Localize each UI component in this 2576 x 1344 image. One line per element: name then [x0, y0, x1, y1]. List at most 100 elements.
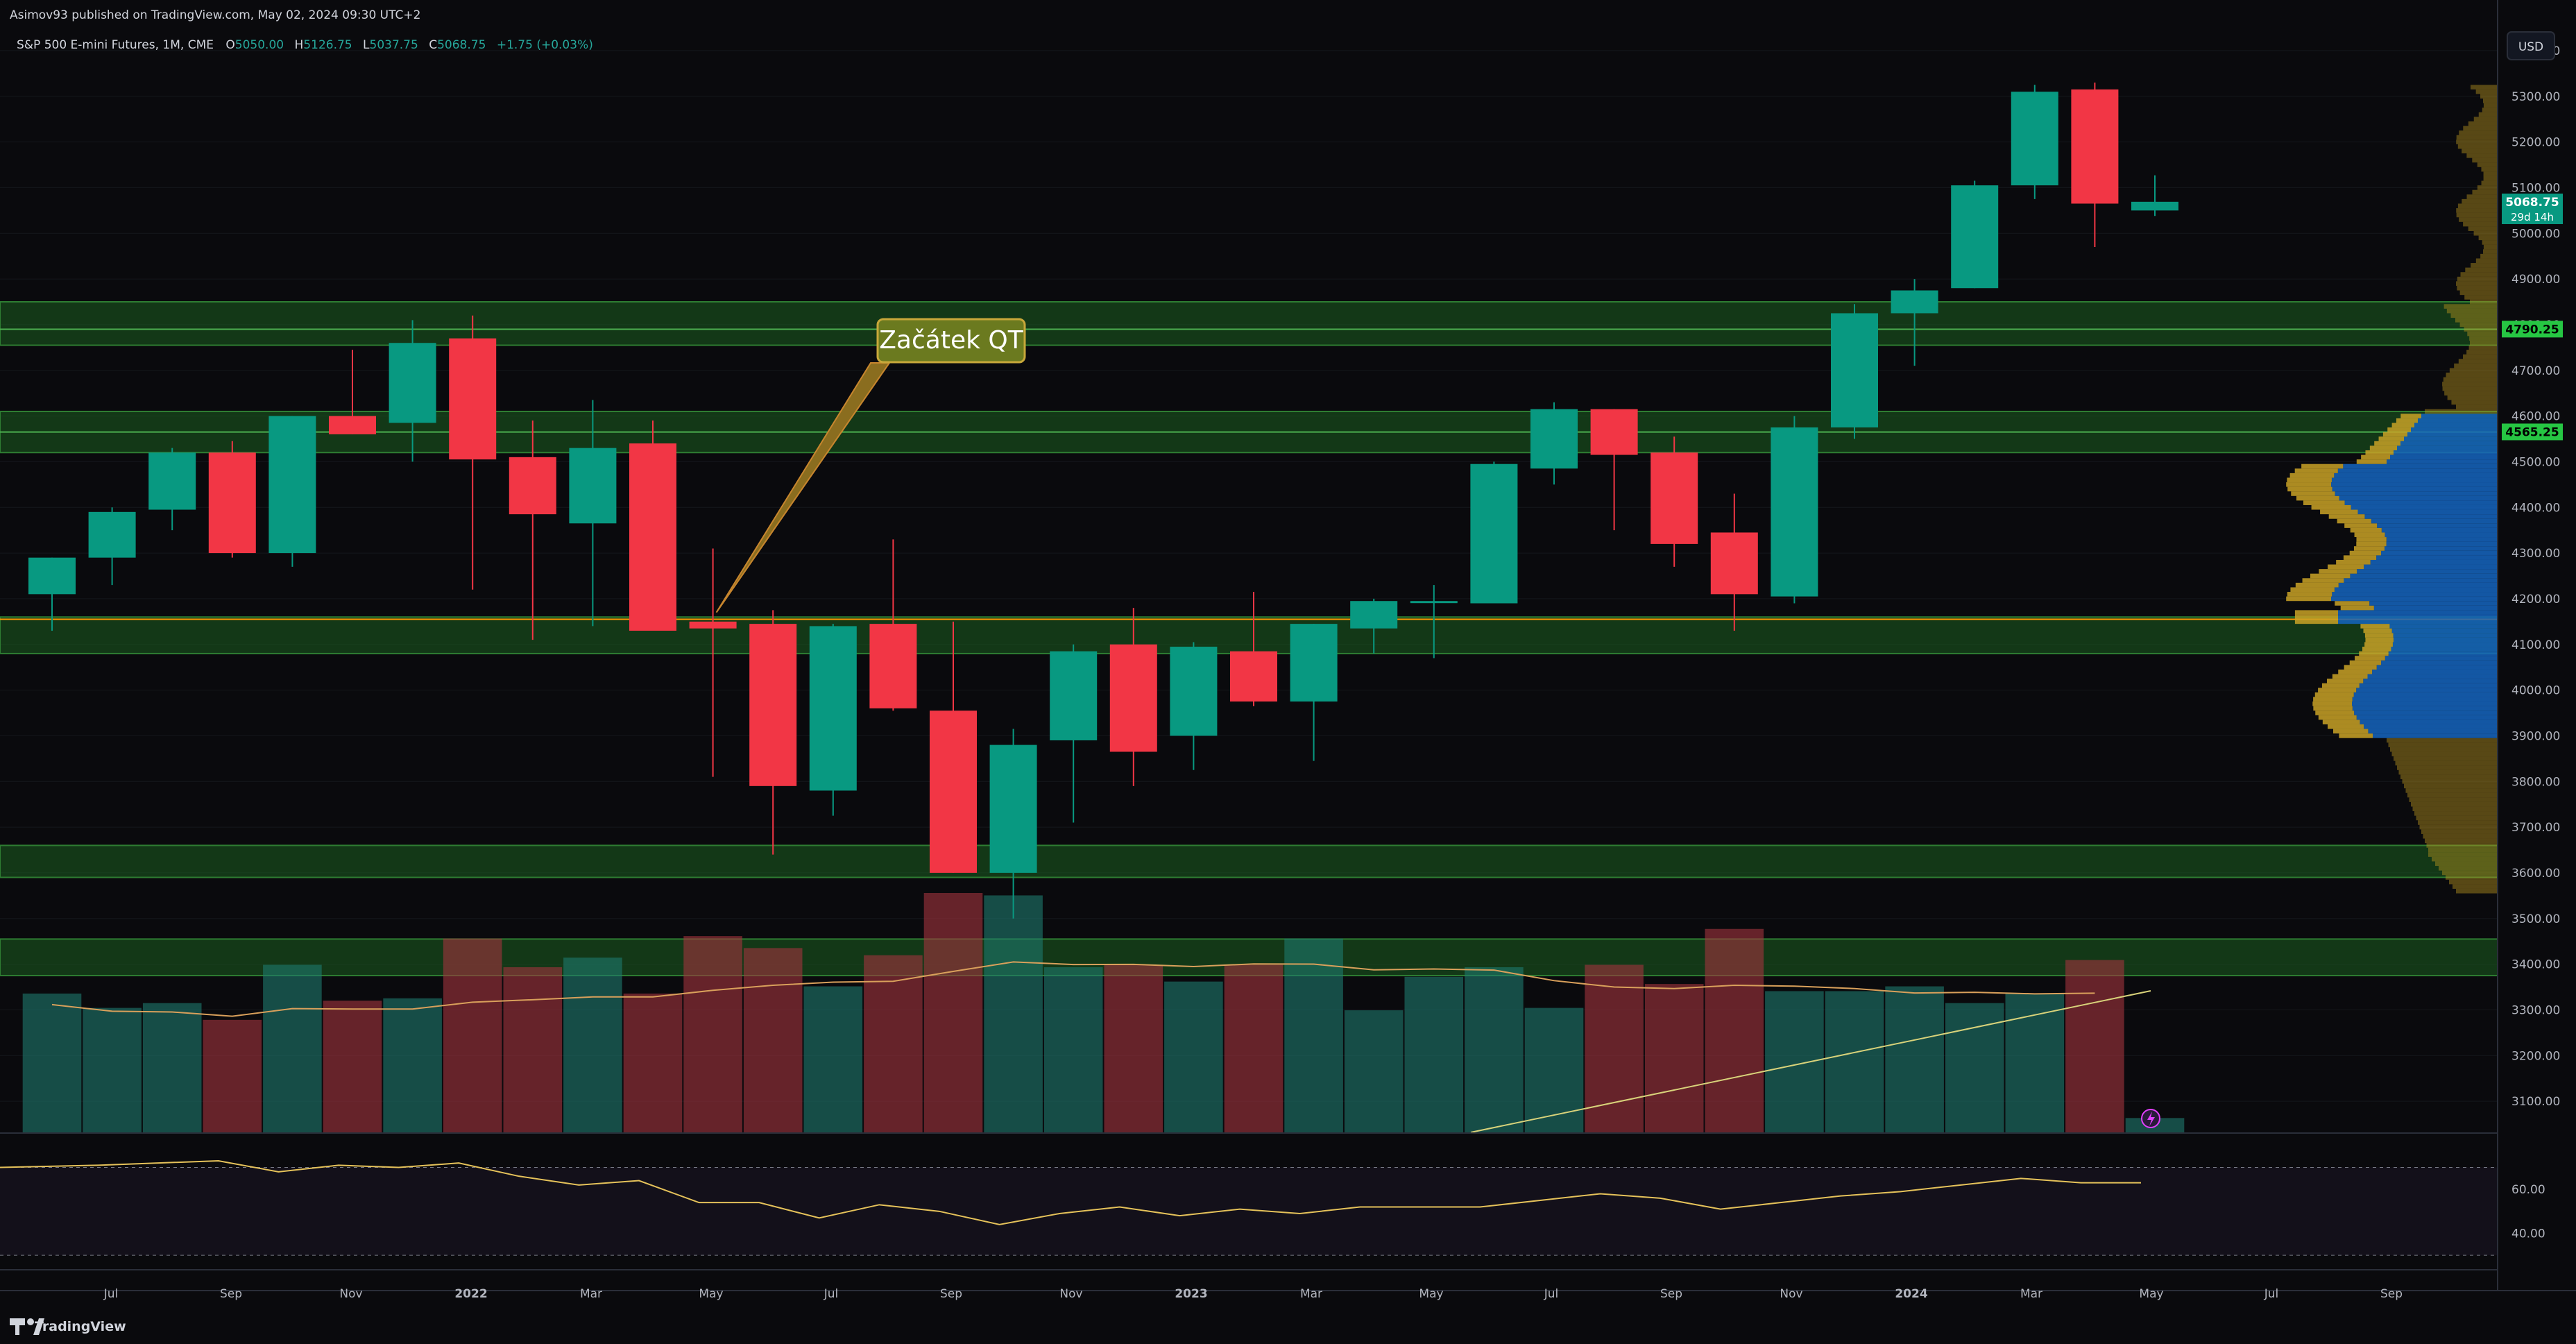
- volume-profile-row: [2371, 518, 2498, 524]
- time-tick-label: Mar: [580, 1287, 602, 1301]
- volume-profile-row: [2344, 500, 2498, 505]
- candle-body[interactable]: [449, 338, 497, 460]
- price-badge-label: 4565.25: [2505, 425, 2559, 439]
- volume-bar: [1224, 964, 1283, 1132]
- volume-profile-row: [2320, 509, 2358, 515]
- volume-profile-row: [2468, 121, 2498, 126]
- candle-body[interactable]: [208, 452, 256, 554]
- change-value: +1.75 (+0.03%): [497, 38, 593, 52]
- volume-profile-row: [2475, 89, 2498, 94]
- volume-profile-row: [2378, 436, 2404, 441]
- candle-body[interactable]: [749, 624, 797, 786]
- candle-body[interactable]: [930, 711, 977, 873]
- candle-body[interactable]: [509, 457, 556, 515]
- volume-profile-row: [2477, 162, 2498, 167]
- volume-profile-row: [2362, 647, 2391, 652]
- volume-bar: [1524, 1007, 1584, 1132]
- volume-profile-row: [2301, 463, 2344, 469]
- volume-bar: [864, 955, 923, 1132]
- candle-body[interactable]: [1109, 644, 1157, 752]
- candle-body[interactable]: [2071, 89, 2119, 204]
- annotation-label: Začátek QT: [879, 326, 1023, 355]
- candle-body[interactable]: [1710, 532, 1758, 595]
- volume-profile-row: [2456, 212, 2498, 218]
- volume-profile-row: [2456, 139, 2498, 144]
- volume-profile-row: [2457, 203, 2498, 209]
- price-tick-label: 4900.00: [2511, 273, 2560, 287]
- volume-profile-row: [2459, 290, 2498, 296]
- candle-body[interactable]: [1410, 601, 1458, 604]
- annotation-box[interactable]: [876, 318, 1026, 364]
- symbol-title: S&P 500 E-mini Futures, 1M, CME: [17, 38, 214, 52]
- candle-body[interactable]: [869, 624, 917, 708]
- lightning-icon[interactable]: [2141, 1109, 2160, 1128]
- price-tick-label: 3600.00: [2511, 867, 2560, 881]
- candle-body[interactable]: [989, 745, 1037, 873]
- candle-body[interactable]: [1891, 290, 1938, 314]
- volume-profile-row: [2295, 582, 2339, 588]
- price-tick-label: 4000.00: [2511, 684, 2560, 698]
- candle-body[interactable]: [1470, 463, 1518, 604]
- volume-bar: [563, 958, 622, 1132]
- candle-body[interactable]: [1951, 185, 1999, 289]
- volume-profile-row: [2392, 642, 2498, 647]
- volume-profile-row: [2405, 788, 2498, 793]
- volume-profile-row: [2397, 765, 2498, 770]
- volume-profile-row: [2428, 847, 2498, 853]
- candle-body[interactable]: [629, 443, 676, 631]
- candle-body[interactable]: [1831, 313, 1878, 428]
- candle-body[interactable]: [268, 416, 316, 554]
- volume-profile-row: [2463, 126, 2498, 131]
- price-tick-label: 4100.00: [2511, 638, 2560, 652]
- volume-layer: [22, 893, 2185, 1133]
- volume-profile-row: [2464, 295, 2498, 300]
- candle-body[interactable]: [1771, 427, 1818, 597]
- candle-body[interactable]: [1590, 409, 1638, 455]
- candle-body[interactable]: [28, 557, 76, 595]
- footer-brand[interactable]: TradingView: [10, 1318, 126, 1335]
- candle-body[interactable]: [2011, 92, 2058, 186]
- volume-profile-row: [2446, 875, 2498, 880]
- candle-body[interactable]: [1170, 647, 1218, 736]
- volume-profile-row: [2463, 354, 2498, 359]
- volume-profile-row: [2439, 866, 2498, 871]
- volume-profile-row: [2381, 660, 2498, 665]
- time-axis: Jul Sep Nov 2022 Mar May Jul Sep Nov 2023 Mar May Ju…: [0, 1287, 2576, 1301]
- volume-profile-row: [2287, 477, 2332, 483]
- candle-body[interactable]: [809, 626, 857, 791]
- candle-body[interactable]: [329, 416, 376, 434]
- volume-profile-row: [2390, 747, 2498, 752]
- candle-body[interactable]: [88, 511, 136, 558]
- volume-profile-row: [2359, 651, 2389, 656]
- candle-body[interactable]: [1530, 409, 1578, 469]
- volume-profile-row: [2370, 559, 2498, 565]
- candle-body[interactable]: [569, 448, 617, 524]
- volume-ma-line: [51, 961, 2095, 1017]
- candle-body[interactable]: [2131, 201, 2178, 211]
- volume-profile-row: [2336, 559, 2371, 565]
- rsi-band: [0, 1167, 2498, 1256]
- candle-body[interactable]: [1290, 624, 1338, 702]
- volume-profile-row: [2357, 509, 2498, 515]
- candle-body[interactable]: [1230, 651, 1277, 702]
- candle-body[interactable]: [1350, 601, 1398, 629]
- volume-profile-row: [2469, 340, 2498, 346]
- volume-profile-row: [2412, 806, 2498, 812]
- volume-profile-row: [2356, 688, 2498, 692]
- currency-button[interactable]: USD: [2507, 31, 2555, 60]
- candle-body[interactable]: [1050, 651, 1098, 740]
- volume-profile-row: [2402, 779, 2498, 784]
- candle-body[interactable]: [689, 621, 737, 629]
- candle-body[interactable]: [389, 343, 436, 423]
- volume-profile-row: [2459, 130, 2498, 135]
- volume-profile-row: [2376, 555, 2498, 560]
- price-tick-label: 4400.00: [2511, 501, 2560, 515]
- volume-profile-row: [2470, 299, 2498, 305]
- volume-profile-row: [2343, 555, 2377, 560]
- candle-body[interactable]: [148, 452, 196, 510]
- volume-profile-row: [2356, 459, 2387, 464]
- annotation-pointer: [715, 362, 891, 613]
- candle-body[interactable]: [1650, 452, 1698, 544]
- volume-profile-row: [2381, 550, 2498, 556]
